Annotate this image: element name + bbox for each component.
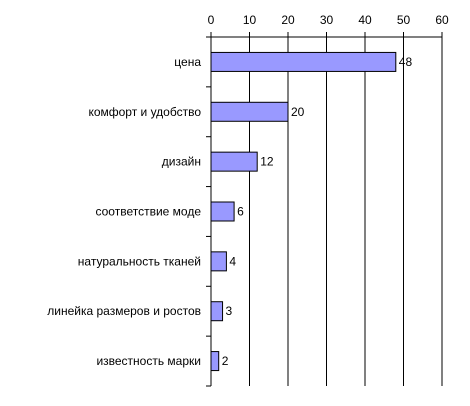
bar xyxy=(210,51,397,72)
category-label: комфорт и удобство xyxy=(88,105,201,119)
category-labels: цена комфорт и удобство дизайн соответствие… xyxy=(47,55,201,368)
bar xyxy=(210,351,220,372)
bar xyxy=(210,101,289,122)
grid-lines xyxy=(249,37,443,386)
data-label: 2 xyxy=(222,354,229,368)
data-label: 6 xyxy=(237,205,244,219)
x-tick-label: 50 xyxy=(397,13,411,27)
category-label: цена xyxy=(174,55,201,69)
data-label: 4 xyxy=(229,254,236,268)
x-tick-label: 20 xyxy=(281,13,295,27)
category-label: линейка размеров и ростов xyxy=(47,304,201,318)
data-label: 20 xyxy=(291,105,305,119)
category-label: соответствие моде xyxy=(95,205,201,219)
axes xyxy=(206,32,443,387)
x-tick-labels: 0 10 20 30 40 50 60 xyxy=(208,13,449,27)
category-label: натуральность тканей xyxy=(78,254,201,268)
category-label: дизайн xyxy=(162,155,201,169)
x-tick-label: 10 xyxy=(243,13,257,27)
data-label: 12 xyxy=(260,155,274,169)
data-labels: 48 20 12 6 4 3 2 xyxy=(222,55,413,368)
x-tick-label: 40 xyxy=(358,13,372,27)
category-label: известность марки xyxy=(96,354,201,368)
bar xyxy=(210,151,258,172)
bar xyxy=(210,251,227,272)
data-label: 48 xyxy=(399,55,413,69)
x-tick-label: 0 xyxy=(208,13,215,27)
bars xyxy=(210,51,397,372)
x-tick-label: 30 xyxy=(320,13,334,27)
x-tick-label: 60 xyxy=(435,13,449,27)
bar xyxy=(210,201,235,222)
bar xyxy=(210,301,224,322)
data-label: 3 xyxy=(226,304,233,318)
